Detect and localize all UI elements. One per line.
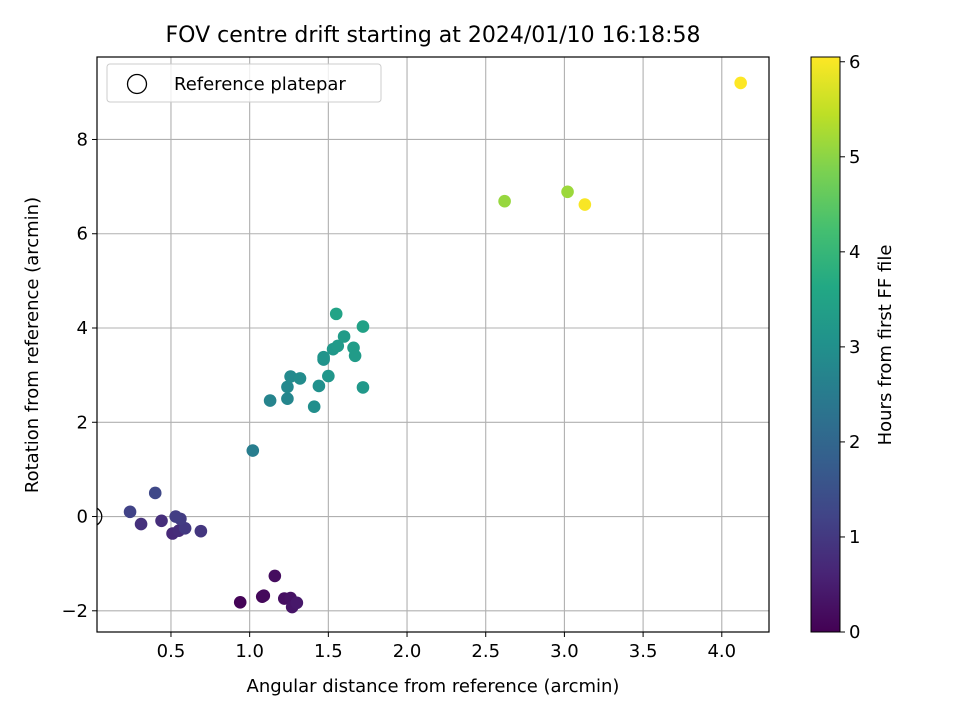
data-points bbox=[97, 76, 747, 614]
x-tick-label: 3.5 bbox=[629, 641, 658, 662]
x-tick-label: 2.5 bbox=[471, 641, 500, 662]
y-tick-label: 0 bbox=[77, 507, 88, 528]
legend: Reference platepar bbox=[106, 63, 382, 103]
grid-lines bbox=[97, 57, 769, 632]
colorbar-frame bbox=[810, 56, 841, 633]
y-tick-label: 8 bbox=[77, 129, 88, 150]
data-point bbox=[155, 514, 168, 528]
colorbar-tick-label: 6 bbox=[849, 52, 860, 73]
colorbar-label: Hours from first FF file bbox=[875, 245, 896, 446]
legend-entry-reference: Reference platepar bbox=[174, 74, 346, 95]
data-point bbox=[257, 589, 271, 603]
plot-frame bbox=[96, 56, 770, 633]
y-tick-label: 2 bbox=[77, 412, 88, 433]
data-point bbox=[281, 380, 294, 394]
colorbar-tick-label: 3 bbox=[849, 337, 860, 358]
x-tick-label: 2.0 bbox=[393, 641, 422, 662]
x-axis-ticks: 0.5 1.0 1.5 2.0 2.5 3.0 3.5 4.0 bbox=[157, 632, 736, 662]
data-point bbox=[148, 486, 162, 500]
data-point bbox=[290, 596, 304, 610]
x-axis-label: Angular distance from reference (arcmin) bbox=[247, 676, 620, 697]
data-point bbox=[281, 392, 294, 406]
colorbar-tick-label: 4 bbox=[849, 242, 860, 263]
data-point bbox=[348, 349, 362, 363]
data-point bbox=[317, 350, 330, 364]
data-point bbox=[337, 330, 351, 343]
y-tick-label: 4 bbox=[77, 318, 88, 339]
data-point bbox=[246, 444, 260, 457]
data-point bbox=[329, 307, 343, 321]
data-point bbox=[307, 400, 321, 414]
y-axis-ticks: −2 0 2 4 6 8 bbox=[61, 129, 97, 622]
data-point bbox=[498, 194, 511, 208]
colorbar-tick-label: 1 bbox=[849, 527, 860, 548]
data-point bbox=[263, 394, 277, 407]
data-point bbox=[293, 372, 307, 385]
data-point bbox=[312, 379, 326, 393]
data-point bbox=[356, 381, 370, 394]
data-point bbox=[578, 198, 592, 211]
colorbar-tick-label: 2 bbox=[849, 432, 860, 453]
data-point bbox=[561, 185, 574, 199]
y-tick-label: 6 bbox=[77, 224, 88, 245]
colorbar-gradient bbox=[811, 57, 840, 632]
data-point bbox=[134, 517, 148, 531]
x-tick-label: 1.0 bbox=[235, 641, 264, 662]
data-point bbox=[734, 76, 747, 90]
chart-title: FOV centre drift starting at 2024/01/10 … bbox=[166, 23, 701, 48]
colorbar-tick-label: 5 bbox=[849, 147, 860, 168]
data-point bbox=[178, 522, 192, 535]
data-point bbox=[331, 339, 345, 353]
x-tick-label: 4.0 bbox=[707, 641, 736, 662]
x-tick-label: 1.5 bbox=[314, 641, 343, 662]
data-point bbox=[233, 596, 247, 609]
data-point bbox=[356, 320, 370, 333]
data-point bbox=[194, 524, 208, 538]
legend-box bbox=[106, 63, 382, 103]
data-point bbox=[169, 510, 182, 523]
reference-platepar-marker bbox=[97, 507, 103, 526]
data-point bbox=[322, 369, 335, 383]
data-point bbox=[284, 370, 297, 383]
colorbar: 0 1 2 3 4 5 6 Hours from first FF file bbox=[810, 52, 896, 643]
legend-reference-marker bbox=[126, 73, 148, 95]
x-tick-label: 0.5 bbox=[157, 641, 186, 662]
colorbar-ticks: 0 1 2 3 4 5 6 bbox=[840, 52, 860, 643]
y-axis-label: Rotation from reference (arcmin) bbox=[22, 197, 43, 493]
x-tick-label: 3.0 bbox=[550, 641, 579, 662]
data-point bbox=[123, 505, 137, 519]
y-tick-label: −2 bbox=[61, 601, 88, 622]
colorbar-tick-label: 0 bbox=[849, 622, 860, 643]
data-point bbox=[268, 569, 282, 583]
